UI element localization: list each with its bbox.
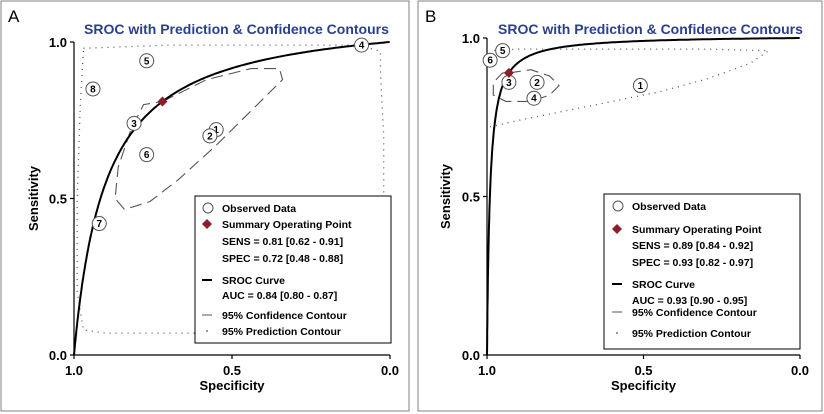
y-tick-label: 0.5 <box>462 190 480 205</box>
study-point-6 <box>482 52 498 68</box>
x-tick-label: 1.0 <box>478 363 496 378</box>
study-label-6: 6 <box>144 150 150 161</box>
study-label-4: 4 <box>531 94 537 105</box>
study-point-4 <box>526 90 542 106</box>
legend-auc-label: AUC = 0.84 [0.80 - 0.87] <box>222 290 337 302</box>
study-label-2: 2 <box>534 78 540 89</box>
panel-a-letter: A <box>8 7 20 26</box>
x-tick-label: 1.0 <box>65 363 83 378</box>
legend-summary-symbol <box>202 219 212 229</box>
legend-sroc-label: SROC Curve <box>632 279 695 291</box>
sroc-curve <box>73 41 390 356</box>
y-tick-label: 0.0 <box>462 348 480 363</box>
sroc-curve <box>486 37 800 356</box>
study-label-3: 3 <box>506 78 512 89</box>
panel-b: B SROC with Prediction & Confidence Cont… <box>417 0 823 412</box>
panel-b-plot: 0.0 0.5 1.0 1.0 0.5 0.0 Specificity Sensitivity… <box>438 31 809 393</box>
study-point-7 <box>91 216 107 232</box>
legend-sroc-label: SROC Curve <box>222 275 285 287</box>
confidence-contour <box>492 69 560 102</box>
study-label-5: 5 <box>144 56 150 67</box>
x-axis-label: Specificity <box>199 378 265 393</box>
study-label-2: 2 <box>207 131 213 142</box>
y-axis-label: Sensitivity <box>438 163 453 229</box>
study-point-3 <box>126 115 142 131</box>
study-label-7: 7 <box>96 219 102 230</box>
legend-summary-symbol <box>612 224 622 234</box>
panel-a: A SROC with Prediction & Confidence Cont… <box>0 0 410 412</box>
legend-pred-label: 95% Prediction Contour <box>222 326 341 338</box>
prediction-contour <box>489 48 771 128</box>
x-tick-label: 0.5 <box>223 363 241 378</box>
panel-b-frame <box>417 0 823 412</box>
legend-spec-label: SPEC = 0.72 [0.48 - 0.88] <box>222 253 343 265</box>
legend-observed-label: Observed Data <box>632 201 706 213</box>
legend-spec-label: SPEC = 0.93 [0.82 - 0.97] <box>632 257 753 269</box>
study-label-4: 4 <box>359 41 365 52</box>
y-tick-label: 1.0 <box>49 35 67 50</box>
legend-pred-symbol <box>206 330 208 332</box>
x-axis-label: Specificity <box>611 378 677 393</box>
y-tick-label: 0.5 <box>49 192 67 207</box>
summary-operating-point <box>157 96 168 107</box>
panel-b-letter: B <box>425 7 436 26</box>
panel-a-title: SROC with Prediction & Confidence Contou… <box>84 21 389 37</box>
legend-conf-label: 95% Confidence Contour <box>632 307 757 319</box>
legend-sens-label: SENS = 0.89 [0.84 - 0.92] <box>632 240 753 252</box>
legend-auc-label: AUC = 0.93 [0.90 - 0.95] <box>632 295 747 307</box>
study-label-5: 5 <box>500 46 506 57</box>
y-axis-label: Sensitivity <box>26 165 41 231</box>
x-tick-label: 0.0 <box>791 363 809 378</box>
panel-a-legend-box <box>194 195 392 344</box>
confidence-contour <box>114 68 284 211</box>
study-point-6 <box>139 147 155 163</box>
study-point-5 <box>495 43 511 59</box>
panel-b-legend: Observed Data Summary Operating Point SE… <box>603 193 801 350</box>
legend-conf-label: 95% Confidence Contour <box>222 310 347 322</box>
y-tick-label: 1.0 <box>462 31 480 46</box>
x-tick-label: 0.0 <box>381 363 399 378</box>
study-label-6: 6 <box>487 56 493 67</box>
legend-observed-symbol <box>202 202 214 214</box>
panel-b-title: SROC with Prediction & Confidence Contou… <box>498 21 803 37</box>
study-point-1 <box>632 78 648 94</box>
study-point-8 <box>85 81 101 97</box>
x-tick-label: 0.5 <box>634 363 652 378</box>
study-point-2 <box>529 74 545 90</box>
y-tick-label: 0.0 <box>49 348 67 363</box>
legend-summary-label: Summary Operating Point <box>632 224 762 236</box>
study-point-4 <box>354 37 370 53</box>
legend-observed-symbol <box>612 200 624 212</box>
legend-pred-label: 95% Prediction Contour <box>632 328 751 340</box>
legend-sens-label: SENS = 0.81 [0.62 - 0.91] <box>222 236 343 248</box>
study-label-1: 1 <box>213 125 219 136</box>
legend-pred-symbol <box>616 332 618 334</box>
study-label-8: 8 <box>90 84 96 95</box>
legend-observed-label: Observed Data <box>222 203 296 215</box>
study-label-3: 3 <box>131 119 137 130</box>
panel-b-legend-box <box>603 193 801 350</box>
panel-a-plot: 0.0 0.5 1.0 1.0 0.5 0.0 Specificity Sensitivity… <box>26 35 399 393</box>
legend-summary-label: Summary Operating Point <box>222 219 352 231</box>
panel-a-frame <box>0 0 410 412</box>
study-label-1: 1 <box>638 81 644 92</box>
study-point-2 <box>202 128 218 144</box>
panel-a-legend: Observed Data Summary Operating Point SE… <box>194 195 392 344</box>
summary-operating-point <box>503 67 514 78</box>
study-point-5 <box>139 53 155 69</box>
